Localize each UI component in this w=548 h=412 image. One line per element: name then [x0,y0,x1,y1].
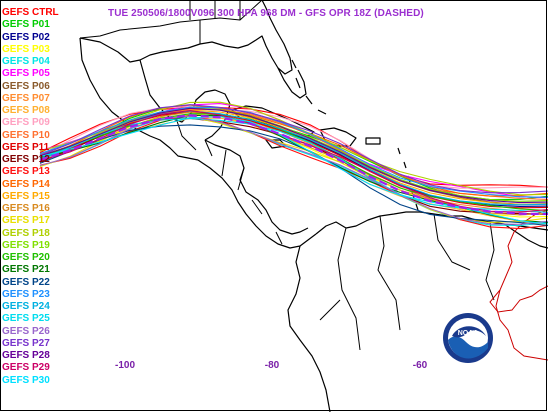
coastline-puerto-rico [365,137,381,145]
noaa-logo-text: NOAA [458,330,479,337]
chart-title: TUE 250506/1800V096 300 HPA 968 DM - GFS… [108,8,424,19]
noaa-logo: NOAA [443,313,493,363]
ensemble-line [39,109,548,205]
legend-entry: GEFS P18 [2,227,50,239]
legend-entry: GEFS CTRL [2,7,59,18]
legend-entry: GEFS P23 [2,288,50,300]
legend-entry: GEFS P22 [2,276,50,288]
legend-entry: GEFS P14 [2,178,50,190]
legend-entry: GEFS P25 [2,313,50,325]
ensemble-line [39,106,548,198]
ensemble-line [39,113,548,218]
legend-entry: GEFS P04 [2,56,50,67]
longitude-label: -100 [114,360,136,371]
coastline-south-america-west [287,245,331,412]
legend-entry: GEFS P17 [2,215,50,227]
legend-entry: GEFS P26 [2,325,50,337]
gfs-opr-dashed-contour [39,114,548,216]
ensemble-line [39,115,548,225]
ensemble-line [39,113,548,212]
ensemble-line [39,107,548,204]
legend-entry: GEFS P10 [2,129,50,141]
legend-entry: GEFS P30 [2,374,50,386]
longitude-label: -60 [412,360,428,371]
legend-entry: GEFS P12 [2,154,50,165]
coastline-central-america-south [197,159,317,249]
ensemble-line [39,106,548,189]
legend-entry: GEFS P01 [2,19,50,31]
legend-entry: GEFS P24 [2,301,50,312]
legend-entry: GEFS P27 [2,337,50,349]
legend-entry: GEFS P28 [2,350,50,361]
legend-entry: GEFS P02 [2,31,50,43]
legend-entry: GEFS P06 [2,80,50,92]
coastline-florida [277,67,307,99]
legend-entry: GEFS P07 [2,92,50,104]
border-lines [175,117,283,245]
legend-entry: GEFS P05 [2,68,50,80]
coastline-bahamas [291,59,327,115]
legend-entry: GEFS P20 [2,252,50,263]
ensemble-line [39,104,548,194]
ensemble-line [39,107,548,202]
legend-entry: GEFS P11 [2,141,50,153]
coastline-south-america-east [503,223,548,249]
south-america-red-border [489,209,548,361]
legend-entry: GEFS P19 [2,239,50,251]
ensemble-line [39,124,548,227]
legend: GEFS CTRL GEFS P01 GEFS P02 GEFS P03 GEFS P0… [2,7,59,387]
legend-entry: GEFS P03 [2,43,50,55]
legend-entry: GEFS P16 [2,203,50,214]
coastline-mexico-gulf [79,0,293,75]
legend-entry: GEFS P08 [2,105,50,116]
ensemble-line [39,104,548,197]
longitude-label: -80 [264,360,280,371]
legend-entry: GEFS P13 [2,166,50,178]
legend-entry: GEFS P29 [2,362,50,374]
border-mexico-us [79,0,263,39]
legend-entry: GEFS P15 [2,190,50,202]
border-us-states [189,0,241,44]
legend-entry: GEFS P21 [2,264,50,276]
coastline-yucatan [139,59,231,141]
coastline-central-america-north [204,139,309,235]
borders-south-america [319,213,495,351]
legend-entry: GEFS P09 [2,117,50,129]
